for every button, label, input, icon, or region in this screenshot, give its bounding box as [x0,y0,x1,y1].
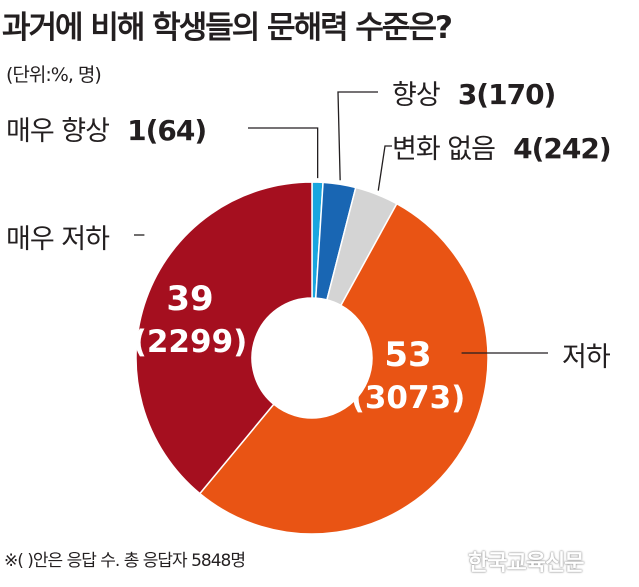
slice-value-4: 53 [384,335,431,375]
chart-title: 과거에 비해 학생들의 문해력 수준은? [2,10,453,46]
publisher-watermark: 한국교육신문 [468,551,584,576]
leader-line-3 [377,145,392,191]
pie-slice-5 [135,181,313,495]
slice-label-5: 매우 저하 [6,224,110,255]
slice-label-1: 매우 향상 [6,116,109,147]
slice-label-4: 저하 [562,342,611,373]
pie-slice-4 [198,202,489,535]
leader-line-1 [248,127,319,179]
slice-count-4: (3073) [351,380,466,416]
footnote: ※( )안은 응답 수. 총 응답자 5848명 [4,551,246,571]
slice-label-2: 향상 [392,80,440,111]
slice-count-5: (2299) [133,324,248,360]
slice-value-5: 39 [166,279,213,319]
slice-labels: 매우 향상 1(64) 향상 3(170) 변화 없음 4(242) 저하 매우 저하 53 (3… [6,78,612,416]
donut-slices [135,181,489,535]
unit-label: (단위:%, 명) [6,64,102,86]
slice-value-1: 1(64) [127,114,206,147]
slice-value-3: 4(242) [513,132,611,165]
leader-lines [134,91,548,354]
slice-value-2: 3(170) [458,78,556,111]
leader-line-2 [337,91,378,181]
slice-label-3: 변화 없음 [392,134,495,165]
